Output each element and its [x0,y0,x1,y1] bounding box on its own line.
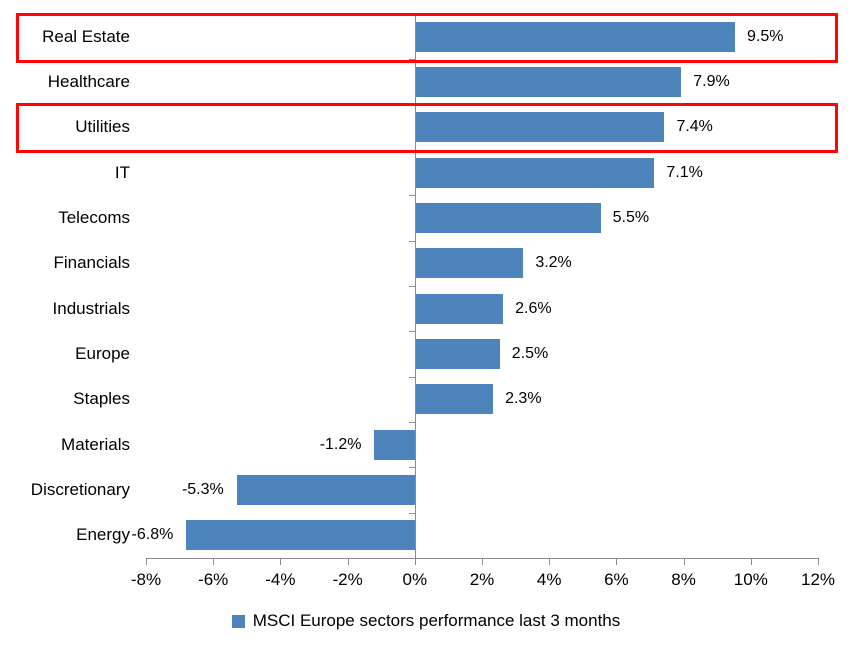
bar-telecoms [415,203,601,233]
x-tick-label-10-: 10% [733,570,768,589]
category-label-it: IT [114,162,130,182]
x-axis-line [146,558,819,559]
x-tick-label-2-: 2% [469,570,495,589]
highlight-box-real-estate [16,12,838,63]
bar-real-estate [415,21,735,52]
category-axis-tick [408,331,415,333]
category-axis-tick [408,422,415,423]
x-axis-tick [280,559,282,565]
value-label-industrials: 2.6% [515,299,552,317]
category-label-real-estate: Real Estate [42,26,130,46]
x-axis-tick [750,559,752,565]
bar-discretionary [236,475,415,505]
bar-staples [415,384,494,415]
category-label-telecoms: Telecoms [58,208,130,227]
value-label-telecoms: 5.5% [612,209,650,226]
category-label-utilities: Utilities [75,117,130,137]
category-label-healthcare: Healthcare [47,72,130,91]
x-tick-label--8-: -8% [130,570,162,589]
x-axis-tick [146,559,147,565]
x-axis-tick [549,559,551,565]
category-label-staples: Staples [73,389,130,409]
value-label-materials: -1.2% [319,435,362,453]
x-tick-label--4-: -4% [265,570,296,589]
legend-label: MSCI Europe sectors performance last 3 m… [252,611,621,630]
x-axis-tick [616,559,618,565]
category-axis-tick [408,558,415,559]
x-tick-label-0-: 0% [402,570,428,589]
x-tick-label-8-: 8% [671,570,696,589]
x-tick-label--2-: -2% [332,570,363,589]
bar-it [415,157,655,188]
bar-utilities [415,112,665,143]
category-axis-tick [408,467,415,469]
x-axis-tick [818,559,819,565]
category-label-europe: Europe [75,344,130,363]
category-axis-tick [408,376,415,378]
bar-energy [186,520,415,551]
category-label-energy: Energy [76,525,130,545]
value-label-financials: 3.2% [535,254,572,272]
category-axis-tick [408,512,415,514]
x-tick-label--6-: -6% [198,570,229,589]
legend-swatch-icon [231,614,245,628]
x-tick-label-12-: 12% [800,570,836,589]
x-axis-tick [414,559,416,565]
bar-industrials [415,293,504,324]
value-label-utilities: 7.4% [676,118,713,136]
bar-europe [415,339,500,369]
x-axis-tick [347,559,349,565]
value-label-real-estate: 9.5% [747,27,784,45]
legend: MSCI Europe sectors performance last 3 m… [0,608,852,634]
category-label-materials: Materials [61,434,130,454]
category-label-industrials: Industrials [52,298,130,318]
highlight-box-utilities [16,103,838,154]
category-axis-tick [408,240,415,242]
x-axis-tick [482,559,483,565]
value-label-discretionary: -5.3% [181,481,224,498]
category-axis-line [414,14,416,558]
category-axis-tick [408,195,415,197]
x-tick-label-4-: 4% [536,570,562,589]
category-label-discretionary: Discretionary [30,480,130,499]
bar-materials [374,429,415,460]
x-axis-tick [213,559,215,565]
bar-financials [415,248,524,279]
value-label-healthcare: 7.9% [693,73,730,90]
value-label-staples: 2.3% [505,390,542,408]
value-label-energy: -6.8% [131,526,174,544]
x-axis-tick [683,559,685,565]
value-label-it: 7.1% [666,163,703,181]
x-tick-label-6-: 6% [604,570,629,589]
value-label-europe: 2.5% [511,345,549,362]
bar-healthcare [415,67,682,97]
category-label-financials: Financials [53,253,130,273]
category-axis-tick [408,286,415,287]
